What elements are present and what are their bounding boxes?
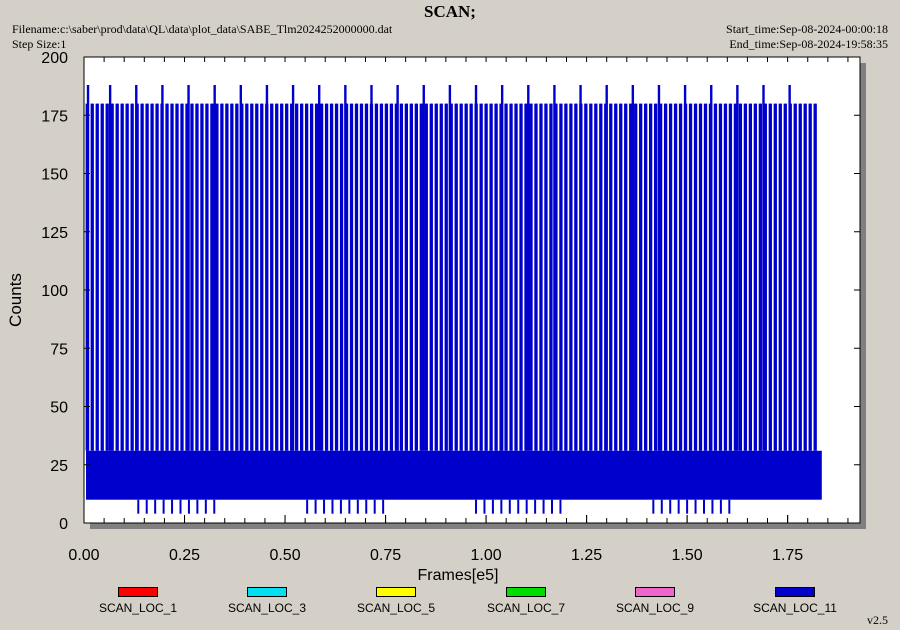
legend-item: SCAN_LOC_1	[78, 587, 198, 615]
y-tick-label: 200	[41, 50, 68, 67]
legend-swatch	[118, 587, 158, 597]
start-time-label: Start_time:Sep-08-2024-00:00:18	[726, 22, 888, 36]
legend-label: SCAN_LOC_9	[615, 601, 695, 615]
legend-item: SCAN_LOC_3	[207, 587, 327, 615]
y-tick-label: 175	[41, 108, 68, 125]
chart-title: SCAN;	[424, 2, 476, 21]
y-axis-label: Counts	[6, 273, 25, 327]
y-tick-label: 100	[41, 283, 68, 300]
x-tick-label: 1.25	[571, 547, 602, 564]
x-tick-label: 1.00	[471, 547, 502, 564]
version-label: v2.5	[867, 613, 888, 627]
y-tick-label: 125	[41, 225, 68, 242]
x-tick-label: 0.50	[269, 547, 300, 564]
y-tick-label: 50	[50, 400, 68, 417]
series-layer	[85, 84, 822, 514]
legend-label: SCAN_LOC_11	[753, 601, 837, 615]
legend-item: SCAN_LOC_5	[336, 587, 456, 615]
x-axis-label: Frames[e5]	[418, 567, 499, 584]
axis-layer: 0 25 50 75 100 125 150 175 200 0.00 0.25 0.50 0.75 1.…	[41, 50, 860, 564]
legend-swatch	[775, 587, 815, 597]
x-tick-label: 0.75	[370, 547, 401, 564]
x-tick-label: 0.00	[68, 547, 99, 564]
legend-label: SCAN_LOC_5	[356, 601, 436, 615]
legend-swatch	[247, 587, 287, 597]
series-baseline-band	[86, 450, 822, 500]
y-tick-label: 0	[59, 516, 68, 533]
y-tick-label: 75	[50, 341, 68, 358]
legend-item: SCAN_LOC_11	[735, 587, 855, 615]
end-time-label: End_time:Sep-08-2024-19:58:35	[729, 37, 888, 51]
x-tick-label: 1.50	[672, 547, 703, 564]
y-tick-label: 150	[41, 167, 68, 184]
legend-label: SCAN_LOC_1	[98, 601, 178, 615]
x-tick-label: 1.75	[772, 547, 803, 564]
filename-label: Filename:c:\saber\prod\data\QL\data\plot…	[12, 22, 393, 36]
y-tick-label: 25	[50, 458, 68, 475]
step-size-label: Step Size:1	[12, 37, 67, 51]
legend-swatch	[635, 587, 675, 597]
x-tick-label: 0.25	[169, 547, 200, 564]
legend-swatch	[506, 587, 546, 597]
legend-item: SCAN_LOC_9	[595, 587, 715, 615]
legend-item: SCAN_LOC_7	[466, 587, 586, 615]
legend-label: SCAN_LOC_3	[227, 601, 307, 615]
legend-swatch	[376, 587, 416, 597]
legend-label: SCAN_LOC_7	[486, 601, 566, 615]
